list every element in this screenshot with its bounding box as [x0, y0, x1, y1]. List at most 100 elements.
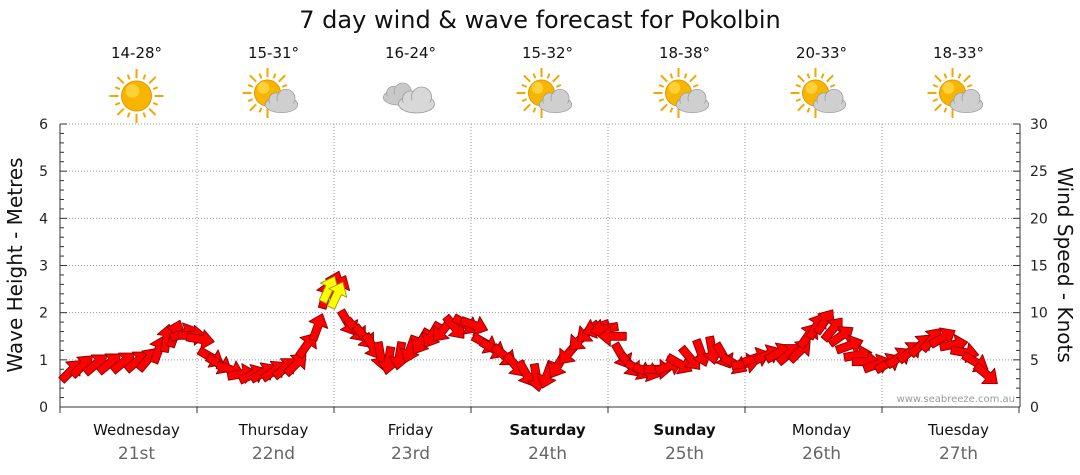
day-temperature: 18-33° [933, 44, 984, 62]
cloud-shape [538, 88, 573, 114]
sun-ray [689, 74, 697, 83]
sun-ray [660, 74, 668, 83]
sun-ray [943, 107, 948, 113]
day-date: 24th [528, 444, 567, 464]
wind-arrow-highlight [318, 275, 340, 304]
sun-ray [957, 73, 962, 79]
sun-ray [934, 103, 942, 112]
sun-ray [797, 103, 805, 112]
sun-ray [658, 84, 665, 88]
sun-ray [797, 74, 805, 83]
sun-ray [114, 86, 121, 91]
day-temperature: 18-38° [659, 44, 710, 62]
sun-ray [829, 84, 836, 88]
sun-highlight [125, 84, 140, 98]
wind-arrow [597, 325, 627, 347]
day-temperature: 15-32° [522, 44, 573, 62]
cloud-fill [815, 101, 844, 112]
day-name: Monday [792, 421, 851, 439]
left-tick-label: 4 [39, 211, 48, 227]
cloud-shape [949, 88, 984, 114]
day-name: Thursday [238, 421, 309, 439]
partly-cloudy-icon [790, 68, 847, 118]
sun-ray [532, 107, 537, 113]
sun-highlight [942, 82, 955, 94]
day-labels: Wednesday 21st Thursday 22nd Friday 23rd Satur… [93, 421, 989, 464]
sun-ray [152, 86, 159, 91]
cloud-shape [398, 86, 435, 114]
sunny-icon [109, 69, 164, 123]
left-axis-ticks: 0 1 2 3 4 5 6 [39, 117, 48, 416]
sun-ray [669, 73, 674, 79]
right-tick-label: 5 [1030, 353, 1039, 369]
sun-ray [966, 84, 973, 88]
sun-ray [523, 74, 531, 83]
wind-arrow [813, 309, 835, 336]
cloud-fill [400, 100, 433, 112]
sun-ray [692, 84, 699, 88]
sun-ray [142, 74, 147, 80]
sun-ray [795, 84, 802, 88]
sun-ray [658, 98, 665, 102]
partly-cloudy-icon [242, 68, 299, 118]
cloud-shape [675, 88, 710, 114]
sun-ray [272, 73, 277, 79]
sun-ray [142, 112, 147, 118]
sun-ray [523, 103, 531, 112]
chart-title: 7 day wind & wave forecast for Pokolbin [299, 6, 780, 34]
day-date: 27th [939, 444, 978, 464]
day-date: 26th [802, 444, 841, 464]
right-tick-label: 25 [1030, 164, 1048, 180]
wind-arrow [308, 313, 329, 342]
cloud-fill [541, 101, 570, 112]
day-date: 21st [118, 444, 155, 464]
cloud-fill [678, 101, 707, 112]
sun-ray [247, 84, 254, 88]
partly-cloudy-icon [653, 68, 710, 118]
sun-ray [114, 101, 121, 106]
left-tick-label: 5 [39, 164, 48, 180]
sun-ray [521, 84, 528, 88]
day-temperature: 15-31° [248, 44, 299, 62]
sun-highlight [257, 82, 270, 94]
sun-ray [546, 73, 551, 79]
sun-ray [820, 73, 825, 79]
sun-ray [126, 74, 131, 80]
day-temperature: 20-33° [796, 44, 847, 62]
sun-ray [281, 84, 288, 88]
sun-ray [249, 74, 257, 83]
day-name: Sunday [653, 421, 716, 439]
sun-ray [148, 76, 157, 84]
partly-cloudy-icon [516, 68, 573, 118]
day-date: 22nd [252, 444, 295, 464]
right-tick-label: 15 [1030, 259, 1048, 275]
sun-ray [932, 84, 939, 88]
cloud-fill [952, 101, 981, 112]
sun-ray [249, 103, 257, 112]
sun-highlight [668, 82, 681, 94]
cloud-fill [267, 101, 296, 112]
right-tick-label: 10 [1030, 306, 1048, 322]
sun-ray [116, 108, 125, 116]
sun-ray [683, 73, 688, 79]
sun-ray [126, 112, 131, 118]
sun-highlight [805, 82, 818, 94]
day-date: 25th [665, 444, 704, 464]
day-temperature: 16-24° [385, 44, 436, 62]
wind-arrows [58, 270, 998, 393]
left-tick-label: 0 [39, 400, 48, 416]
sun-ray [258, 107, 263, 113]
wind-arrow [972, 362, 998, 385]
wind-arrow [185, 329, 215, 350]
sun-ray [116, 76, 125, 84]
day-temperature: 14-28° [111, 44, 162, 62]
sun-ray [521, 98, 528, 102]
sun-ray [669, 107, 674, 113]
sun-highlight [531, 82, 544, 94]
day-name: Saturday [509, 421, 586, 439]
sun-ray [532, 73, 537, 79]
left-tick-label: 6 [39, 117, 48, 133]
right-tick-label: 30 [1030, 117, 1048, 133]
day-name: Friday [388, 421, 434, 439]
